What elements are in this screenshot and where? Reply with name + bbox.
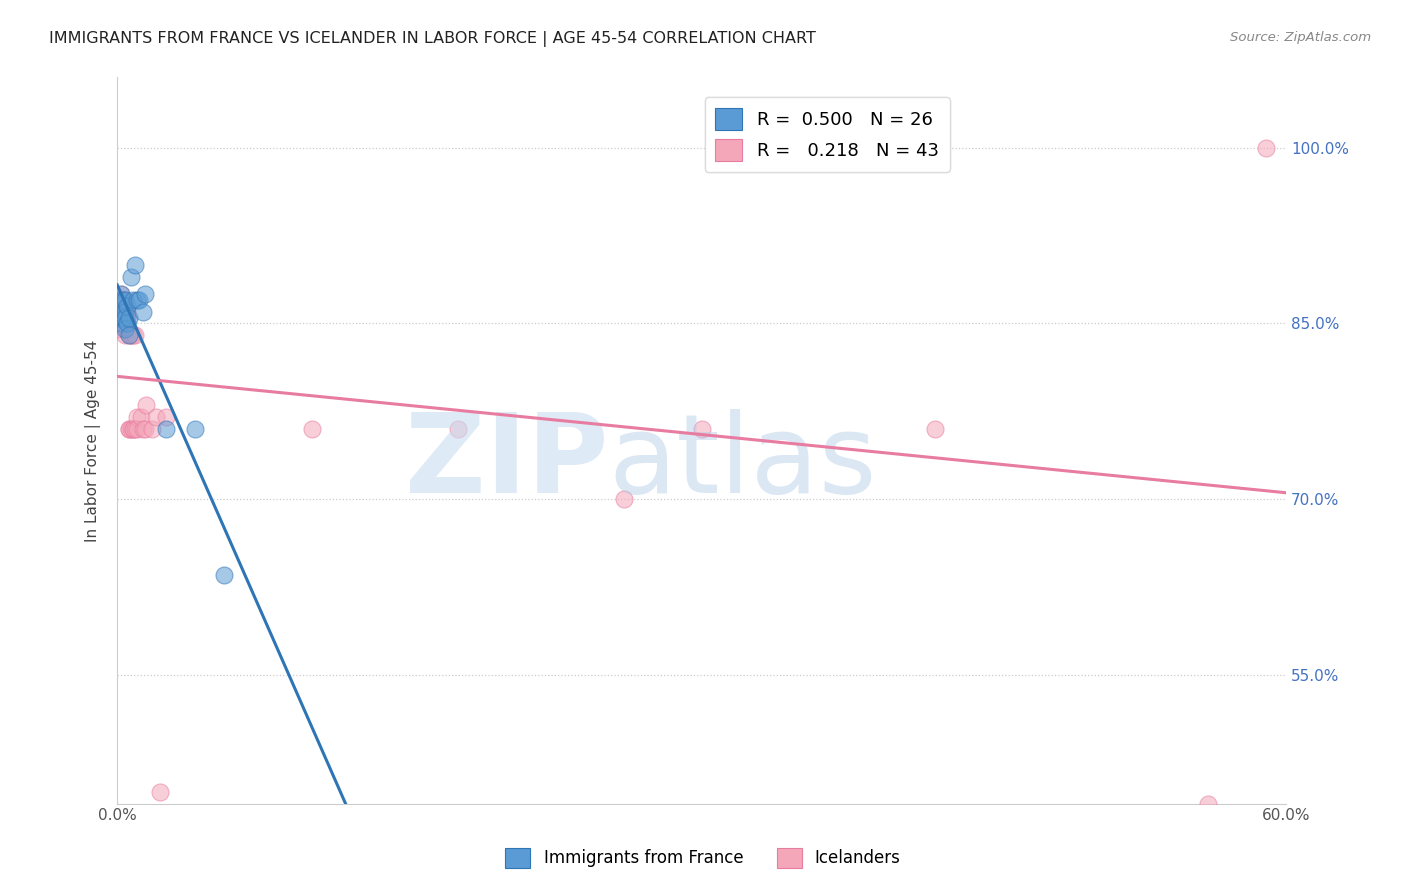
Point	[115, 299, 138, 313]
Point	[124, 422, 146, 436]
Point	[112, 293, 135, 307]
Point	[114, 322, 136, 336]
Point	[112, 310, 135, 325]
Point	[108, 322, 131, 336]
Point	[108, 293, 131, 307]
Point	[613, 492, 636, 507]
Point	[135, 398, 157, 412]
Point	[114, 310, 136, 325]
Point	[110, 287, 132, 301]
Point	[690, 422, 713, 436]
Text: ZIP: ZIP	[405, 409, 609, 516]
Legend: R =  0.500   N = 26, R =   0.218   N = 43: R = 0.500 N = 26, R = 0.218 N = 43	[704, 97, 949, 172]
Point	[120, 328, 142, 343]
Point	[125, 410, 148, 425]
Point	[115, 322, 138, 336]
Point	[118, 422, 141, 436]
Point	[108, 310, 131, 325]
Point	[121, 293, 143, 307]
Point	[214, 568, 236, 582]
Point	[114, 328, 136, 343]
Text: atlas: atlas	[609, 409, 876, 516]
Point	[114, 293, 136, 307]
Point	[118, 422, 141, 436]
Point	[184, 422, 207, 436]
Point	[128, 293, 150, 307]
Point	[110, 304, 132, 318]
Point	[121, 328, 143, 343]
Point	[115, 310, 138, 325]
Point	[108, 310, 131, 325]
Point	[141, 422, 163, 436]
Point	[118, 310, 141, 325]
Point	[1197, 797, 1219, 811]
Point	[112, 293, 135, 307]
Point	[134, 422, 156, 436]
Point	[120, 269, 142, 284]
Point	[131, 422, 153, 436]
Point	[108, 293, 131, 307]
Point	[124, 328, 146, 343]
Point	[115, 317, 138, 331]
Point	[134, 287, 156, 301]
Point	[114, 304, 136, 318]
Point	[112, 304, 135, 318]
Point	[155, 422, 177, 436]
Point	[924, 422, 946, 436]
Point	[110, 310, 132, 325]
Point	[301, 422, 323, 436]
Legend: Immigrants from France, Icelanders: Immigrants from France, Icelanders	[499, 841, 907, 875]
Point	[129, 410, 152, 425]
Point	[110, 287, 132, 301]
Point	[125, 422, 148, 436]
Y-axis label: In Labor Force | Age 45-54: In Labor Force | Age 45-54	[86, 339, 101, 541]
Point	[112, 310, 135, 325]
Text: Source: ZipAtlas.com: Source: ZipAtlas.com	[1230, 31, 1371, 45]
Point	[121, 422, 143, 436]
Point	[124, 258, 146, 272]
Point	[125, 293, 148, 307]
Point	[155, 410, 177, 425]
Point	[1256, 141, 1278, 155]
Point	[114, 310, 136, 325]
Point	[112, 322, 135, 336]
Point	[120, 328, 142, 343]
Point	[121, 422, 143, 436]
Point	[120, 422, 142, 436]
Point	[447, 422, 470, 436]
Point	[115, 304, 138, 318]
Point	[110, 293, 132, 307]
Point	[110, 317, 132, 331]
Point	[131, 304, 153, 318]
Point	[149, 785, 172, 799]
Text: IMMIGRANTS FROM FRANCE VS ICELANDER IN LABOR FORCE | AGE 45-54 CORRELATION CHART: IMMIGRANTS FROM FRANCE VS ICELANDER IN L…	[49, 31, 815, 47]
Point	[118, 328, 141, 343]
Point	[114, 293, 136, 307]
Point	[118, 328, 141, 343]
Point	[145, 410, 167, 425]
